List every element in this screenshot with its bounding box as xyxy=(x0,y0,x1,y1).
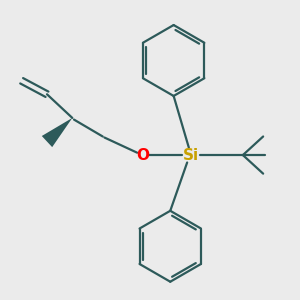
Text: O: O xyxy=(137,148,150,163)
Polygon shape xyxy=(42,118,72,147)
Text: Si: Si xyxy=(182,148,199,163)
